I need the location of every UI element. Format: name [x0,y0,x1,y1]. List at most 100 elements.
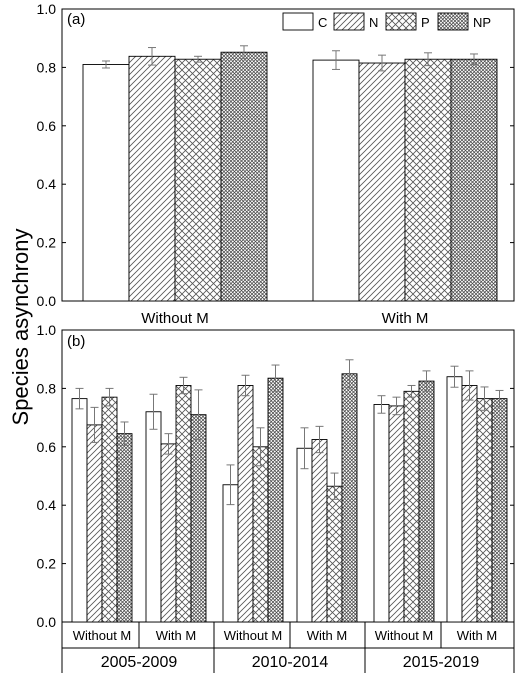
y-tick-label: 0.6 [37,118,57,134]
bar-c-1-3 [296,447,313,623]
bar-p-0-0 [174,58,222,302]
y-tick-label: 0.8 [37,380,57,396]
panel-a: (a) 0.0 0.2 0.4 0.6 0.8 1.0 Without M With M C… [37,1,515,327]
bar-np-0-1 [450,58,498,302]
y-tick-label: 1.0 [37,1,57,17]
x-subcategory-label-2: Without M [224,628,283,643]
legend-item-np: NP [437,12,491,31]
error-bar-c-1-2 [226,464,235,506]
error-bar-n-0-1 [378,54,386,72]
panel-a-bars [82,45,498,302]
error-bar-c-1-3 [300,427,309,470]
bar-np-1-3 [341,373,358,623]
bar-c-1-2 [222,484,239,623]
bar-c-1-1 [145,411,162,623]
legend-item-p: P [385,12,430,31]
error-bar-n-1-3 [315,425,324,454]
panel-a-x-axis: Without M With M [141,310,428,327]
error-bar-c-1-0 [75,387,84,410]
bar-c-1-5 [446,376,463,623]
legend-swatch-c [282,12,314,31]
error-bar-n-1-5 [465,370,474,401]
y-tick-label: 1.0 [37,322,57,338]
error-bar-np-1-5 [495,389,504,408]
legend: C N P NP [282,12,491,31]
error-bar-c-1-4 [377,395,386,414]
y-tick-label: 0.2 [37,235,57,251]
y-axis-label: Species asynchrony [8,229,33,426]
bar-np-1-2 [267,377,284,623]
panel-b-label: (b) [67,333,85,350]
bar-np-0-0 [220,51,268,302]
y-tick-label: 0.6 [37,439,57,455]
error-bar-c-1-1 [149,393,158,430]
error-bar-p-1-3 [330,472,339,500]
error-bar-c-0-1 [332,50,340,70]
bar-p-1-3 [326,485,343,623]
bar-c-0-1 [312,59,360,302]
panel-b-x-axis: Without M With M Without M With M Without M W… [61,622,515,673]
legend-swatch-p [385,12,417,31]
y-tick-label: 0.4 [37,176,57,192]
panel-b-bars [71,359,508,623]
error-bar-c-1-5 [450,365,459,388]
legend-label-n: N [369,15,378,30]
x-category-label-a-1: With M [382,310,429,327]
bar-c-0-0 [82,64,130,302]
error-bar-n-1-2 [241,374,250,397]
x-subcategory-label-4: Without M [375,628,434,643]
period-label-0: 2005-2009 [101,654,178,671]
error-bar-np-1-0 [120,421,129,446]
error-bar-np-1-2 [271,364,280,392]
bar-n-1-5 [461,385,478,623]
panel-a-frame [61,8,515,302]
y-tick-label: 0.2 [37,556,57,572]
bar-p-1-0 [101,396,118,623]
error-bar-np-1-1 [194,389,203,440]
error-bar-np-0-1 [470,53,478,65]
error-bar-p-0-0 [194,55,202,63]
bar-p-1-1 [175,385,192,623]
bar-np-1-1 [190,414,207,623]
legend-item-c: C [282,12,327,31]
bar-n-1-2 [237,385,254,623]
error-bar-n-1-0 [90,406,99,443]
legend-swatch-np [437,12,469,31]
period-label-2: 2015-2019 [403,654,480,671]
x-subcategory-label-5: With M [457,628,497,643]
legend-label-np: NP [473,15,491,30]
error-bar-p-1-0 [105,387,114,407]
error-bar-np-1-4 [422,370,431,392]
bar-n-1-1 [160,443,177,623]
x-subcategory-label-0: Without M [73,628,132,643]
error-bar-p-1-5 [480,386,489,411]
bar-p-1-4 [403,390,420,623]
x-subcategory-label-1: With M [156,628,196,643]
y-tick-label: 0.0 [37,614,57,630]
x-category-label-a-0: Without M [141,310,209,327]
bar-p-1-5 [476,398,493,623]
error-bar-p-1-1 [179,376,188,395]
legend-swatch-n [333,12,365,31]
error-bar-p-0-1 [424,52,432,67]
y-tick-label: 0.0 [37,293,57,309]
bar-np-1-4 [418,380,435,623]
error-bar-p-1-4 [407,384,416,398]
bar-p-0-1 [404,58,452,302]
legend-label-p: P [421,15,430,30]
panel-b-frame [61,329,515,623]
error-bar-c-0-0 [102,60,110,69]
panel-a-y-axis: 0.0 0.2 0.4 0.6 0.8 1.0 [37,1,514,309]
error-bar-n-1-1 [164,433,173,455]
legend-item-n: N [333,12,378,31]
error-bar-np-1-3 [345,359,354,389]
error-bar-p-1-2 [256,427,265,467]
error-bar-np-0-0 [240,45,248,60]
bar-np-1-0 [116,433,133,623]
panel-b-y-axis: 0.0 0.2 0.4 0.6 0.8 1.0 [37,322,514,630]
error-bar-n-0-0 [148,47,156,66]
error-bar-n-1-4 [392,396,401,416]
bar-n-0-1 [358,62,406,302]
period-label-1: 2010-2014 [252,654,329,671]
x-subcategory-label-3: With M [307,628,347,643]
